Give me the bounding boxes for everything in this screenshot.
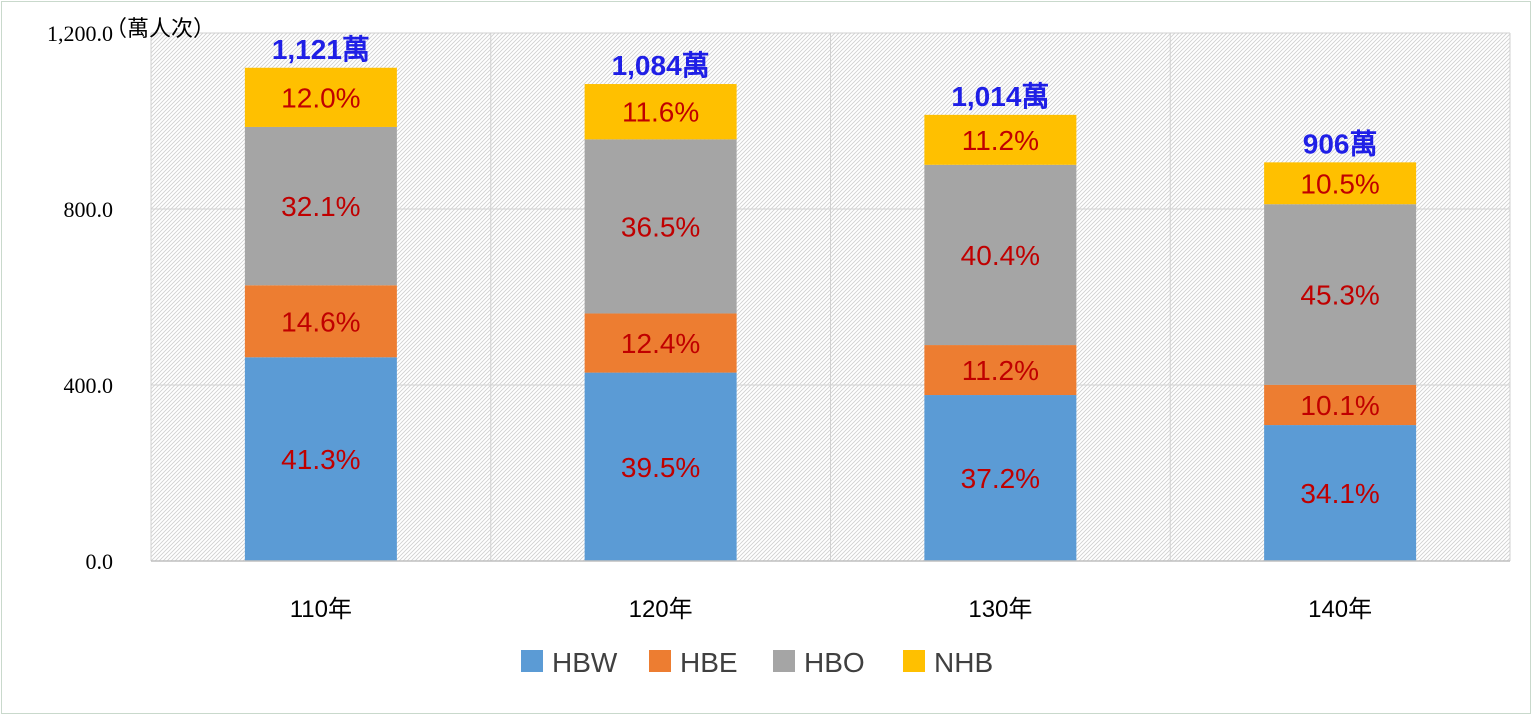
total-label: 906萬: [1303, 128, 1378, 159]
legend-swatch-nhb: [903, 650, 925, 672]
bar-segment-hbo: [244, 126, 397, 286]
segment-label: 11.2%: [962, 125, 1039, 156]
segment-label: 10.1%: [1300, 390, 1379, 421]
x-tick-label: 120年: [629, 596, 693, 623]
segment-label: 32.1%: [281, 191, 360, 222]
legend-swatch-hbw: [521, 650, 543, 672]
segment-label: 40.4%: [961, 240, 1040, 271]
segment-label: 14.6%: [281, 306, 360, 337]
x-tick-label: 140年: [1308, 596, 1372, 623]
segment-label: 11.2%: [962, 355, 1039, 386]
y-tick-label: 0.0: [86, 549, 114, 574]
segment-label: 11.6%: [622, 97, 699, 128]
y-unit-label: （萬人次）: [105, 17, 215, 42]
segment-label: 41.3%: [281, 444, 360, 475]
legend-label: HBW: [552, 647, 618, 678]
y-tick-label: 400.0: [64, 373, 114, 398]
segment-label: 10.5%: [1300, 168, 1379, 199]
bar-segment-hbe: [924, 345, 1077, 396]
total-label: 1,084萬: [612, 50, 710, 81]
bar-segment-hbo: [924, 164, 1077, 346]
segment-label: 36.5%: [621, 211, 700, 242]
legend-swatch-hbo: [773, 650, 795, 672]
bar-segment-hbo: [584, 139, 737, 314]
x-tick-label: 130年: [968, 596, 1032, 623]
segment-label: 37.2%: [961, 463, 1040, 494]
bar-segment-nhb: [244, 67, 397, 127]
bar-segment-hbw: [244, 357, 397, 561]
segment-label: 34.1%: [1300, 478, 1379, 509]
segment-label: 45.3%: [1300, 280, 1379, 311]
legend-label: HBE: [680, 647, 738, 678]
legend-label: HBO: [804, 647, 865, 678]
y-tick-label: 800.0: [64, 197, 114, 222]
legend-label: NHB: [934, 647, 993, 678]
bar-segment-hbw: [584, 372, 737, 561]
segment-label: 12.0%: [281, 82, 360, 113]
y-tick-label: 1,200.0: [47, 21, 113, 46]
x-tick-label: 110年: [290, 596, 352, 623]
segment-label: 39.5%: [621, 452, 700, 483]
legend-swatch-hbe: [649, 650, 671, 672]
bar-segment-nhb: [1264, 162, 1417, 205]
bar-segment-nhb: [584, 84, 737, 140]
bar-segment-hbe: [1264, 384, 1417, 426]
total-label: 1,121萬: [272, 34, 370, 65]
bar-segment-nhb: [924, 114, 1077, 165]
bar-segment-hbw: [924, 395, 1077, 561]
bar-segment-hbe: [244, 285, 397, 358]
total-label: 1,014萬: [951, 81, 1049, 112]
bar-segment-hbw: [1264, 425, 1417, 561]
segment-label: 12.4%: [621, 328, 700, 359]
bar-segment-hbe: [584, 313, 737, 373]
bar-segment-hbo: [1264, 204, 1417, 385]
